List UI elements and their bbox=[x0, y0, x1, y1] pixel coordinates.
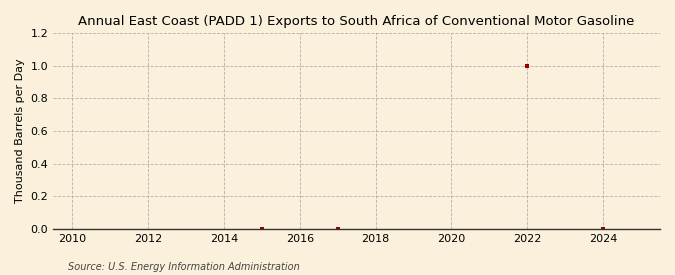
Title: Annual East Coast (PADD 1) Exports to South Africa of Conventional Motor Gasolin: Annual East Coast (PADD 1) Exports to So… bbox=[78, 15, 634, 28]
Y-axis label: Thousand Barrels per Day: Thousand Barrels per Day bbox=[15, 59, 25, 203]
Text: Source: U.S. Energy Information Administration: Source: U.S. Energy Information Administ… bbox=[68, 262, 299, 272]
